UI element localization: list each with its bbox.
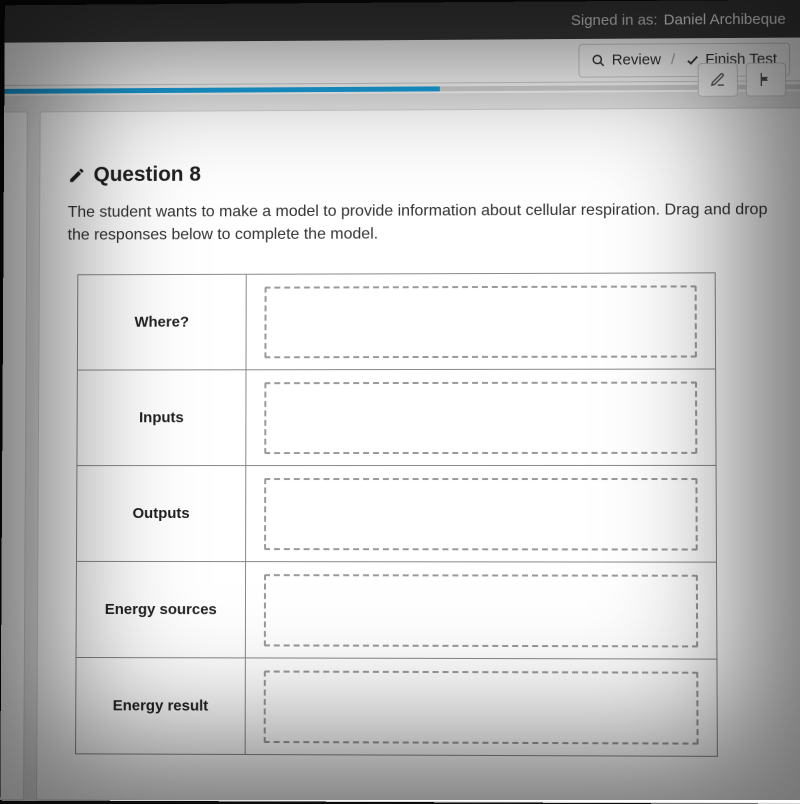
top-bar: Signed in as: Daniel Archibeque <box>5 0 800 43</box>
table-row: Outputs <box>76 466 716 563</box>
model-table-body: Where? Inputs Outputs Energy source <box>76 273 718 757</box>
drop-cell <box>245 562 717 660</box>
action-bar: Review / Finish Test <box>4 38 800 86</box>
signed-in-user: Daniel Archibeque <box>664 10 786 28</box>
app-root: Signed in as: Daniel Archibeque Review /… <box>0 0 800 804</box>
row-label: Where? <box>77 275 246 371</box>
prev-question-card-edge <box>0 111 28 800</box>
table-row: Where? <box>77 273 715 370</box>
question-title: Question 8 <box>68 160 773 187</box>
drop-cell <box>245 658 717 756</box>
table-row: Energy result <box>76 658 718 757</box>
question-number: Question 8 <box>94 163 201 187</box>
question-card: Question 8 The student wants to make a m… <box>36 107 800 804</box>
question-prompt: The student wants to make a model to pro… <box>68 198 773 247</box>
search-icon <box>592 53 606 67</box>
drop-cell <box>246 369 716 466</box>
table-row: Energy sources <box>76 562 717 660</box>
progress-fill <box>4 86 439 93</box>
drop-cell <box>246 466 717 563</box>
review-label: Review <box>612 51 661 68</box>
note-icon <box>710 72 726 88</box>
row-label: Outputs <box>76 466 245 562</box>
flag-button[interactable] <box>746 62 786 96</box>
row-label: Energy result <box>76 658 246 755</box>
card-tools <box>698 62 787 96</box>
dropzone-energy-sources[interactable] <box>264 574 698 647</box>
note-button[interactable] <box>698 63 738 97</box>
signed-in-label: Signed in as: <box>571 11 658 28</box>
model-table-wrap: Where? Inputs Outputs Energy source <box>65 273 776 758</box>
dropzone-energy-result[interactable] <box>264 670 699 744</box>
model-table: Where? Inputs Outputs Energy source <box>75 273 718 758</box>
row-label: Energy sources <box>76 562 246 659</box>
pencil-icon <box>68 166 86 184</box>
dropzone-where[interactable] <box>264 285 696 358</box>
content-area: Question 8 The student wants to make a m… <box>0 91 800 804</box>
dropzone-outputs[interactable] <box>264 478 698 551</box>
flag-icon <box>758 72 774 88</box>
separator: / <box>671 51 675 68</box>
table-row: Inputs <box>77 369 716 466</box>
row-label: Inputs <box>77 370 246 466</box>
drop-cell <box>246 273 716 370</box>
dropzone-inputs[interactable] <box>264 381 697 453</box>
